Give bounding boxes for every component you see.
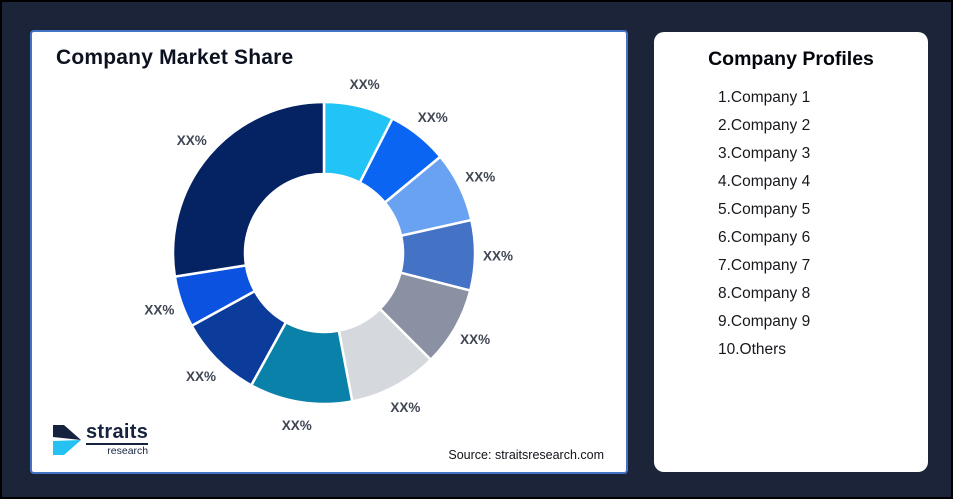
logo-wordmark: straits bbox=[86, 420, 149, 445]
slice-label: XX% bbox=[390, 400, 420, 415]
list-item: 2.Company 2 bbox=[718, 117, 811, 134]
slice-label: XX% bbox=[418, 110, 448, 125]
slice-label: XX% bbox=[460, 332, 490, 347]
market-share-panel: Company Market Share XX% XX% XX% XX% XX% XX% X… bbox=[30, 30, 628, 474]
company-profiles-panel: Company Profiles 1.Company 1 2.Company 2… bbox=[654, 32, 928, 472]
straits-logo-icon bbox=[53, 424, 81, 455]
logo-text: straits research bbox=[86, 420, 149, 457]
list-item: 7.Company 7 bbox=[718, 257, 811, 274]
list-item: 1.Company 1 bbox=[718, 89, 811, 106]
logo-subtitle: research bbox=[107, 444, 149, 457]
list-item: 10.Others bbox=[718, 341, 787, 358]
list-item: 9.Company 9 bbox=[718, 313, 811, 330]
list-item: 6.Company 6 bbox=[718, 229, 811, 246]
slice-label: XX% bbox=[465, 170, 495, 185]
source-note: Source: straitsresearch.com bbox=[448, 448, 604, 462]
profiles-title: Company Profiles bbox=[708, 48, 874, 70]
slice-label: XX% bbox=[350, 77, 380, 92]
donut-chart: XX% XX% XX% XX% XX% XX% XX% XX% XX% XX% bbox=[144, 77, 513, 433]
slice-label: XX% bbox=[186, 369, 216, 384]
list-item: 4.Company 4 bbox=[718, 173, 811, 190]
slice-label: XX% bbox=[282, 418, 312, 433]
slice-label: XX% bbox=[177, 133, 207, 148]
list-item: 3.Company 3 bbox=[718, 145, 811, 162]
donut-slice-10 bbox=[171, 100, 326, 278]
chart-title: Company Market Share bbox=[56, 46, 294, 69]
straits-research-logo: straits research bbox=[52, 420, 149, 457]
list-item: 8.Company 8 bbox=[718, 285, 811, 302]
slice-label: XX% bbox=[144, 302, 174, 317]
slice-label: XX% bbox=[483, 249, 513, 264]
profiles-list: 1.Company 1 2.Company 2 3.Company 3 4.Co… bbox=[654, 84, 928, 364]
list-item: 5.Company 5 bbox=[718, 201, 811, 218]
